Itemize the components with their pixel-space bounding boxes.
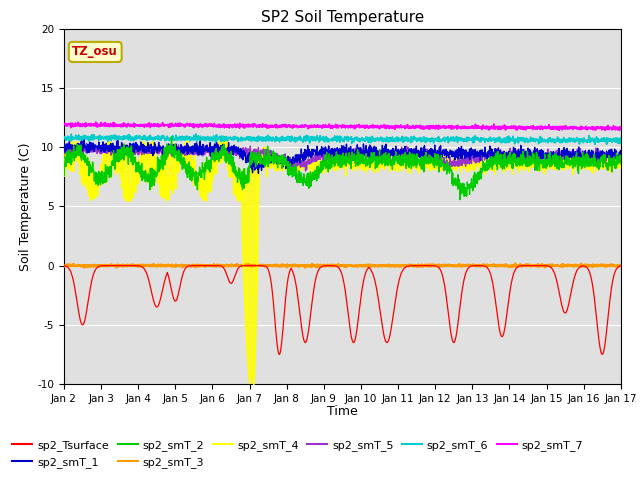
Y-axis label: Soil Temperature (C): Soil Temperature (C) (19, 142, 32, 271)
Legend: sp2_Tsurface, sp2_smT_1, sp2_smT_2, sp2_smT_3, sp2_smT_4, sp2_smT_5, sp2_smT_6, : sp2_Tsurface, sp2_smT_1, sp2_smT_2, sp2_… (8, 436, 588, 472)
X-axis label: Time: Time (327, 405, 358, 418)
Title: SP2 Soil Temperature: SP2 Soil Temperature (260, 10, 424, 25)
Text: TZ_osu: TZ_osu (72, 46, 118, 59)
